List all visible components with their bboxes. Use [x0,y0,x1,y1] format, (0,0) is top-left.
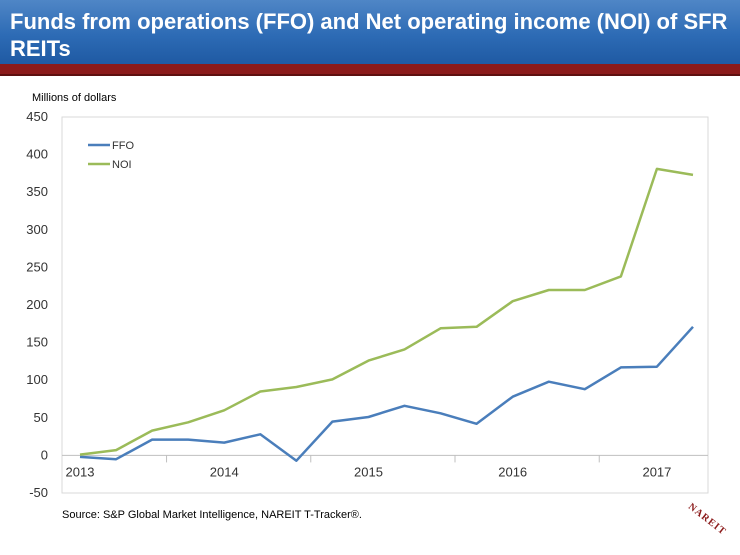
source-note: Source: S&P Global Market Intelligence, … [62,509,362,521]
y-tick-label: 400 [26,147,48,162]
page-title: Funds from operations (FFO) and Net oper… [10,9,728,61]
y-tick-label: 300 [26,222,48,237]
legend-label-noi: NOI [112,159,132,171]
logo-text: NAREIT [685,501,729,538]
series-line-noi [79,167,694,456]
y-tick-label: 450 [26,109,48,124]
nareit-logo: NAREIT [680,500,730,550]
x-tick-label: 2014 [210,464,239,479]
y-tick-label: 350 [26,184,48,199]
x-tick-label: 2015 [354,464,383,479]
x-tick-label: 2017 [642,464,671,479]
series-line-ffo [79,325,694,462]
y-tick-label: 250 [26,259,48,274]
x-tick-label: 2013 [66,464,95,479]
y-tick-label: 150 [26,335,48,350]
y-tick-label: 0 [41,447,48,462]
y-tick-label: 100 [26,372,48,387]
y-tick-label: -50 [29,485,48,500]
y-tick-label: 50 [34,410,48,425]
title-divider [0,64,740,76]
legend-label-ffo: FFO [112,140,134,152]
y-tick-label: 200 [26,297,48,312]
y-axis-label: Millions of dollars [32,92,117,104]
x-tick-label: 2016 [498,464,527,479]
title-banner: Funds from operations (FFO) and Net oper… [0,0,740,64]
plot-area [61,116,709,494]
